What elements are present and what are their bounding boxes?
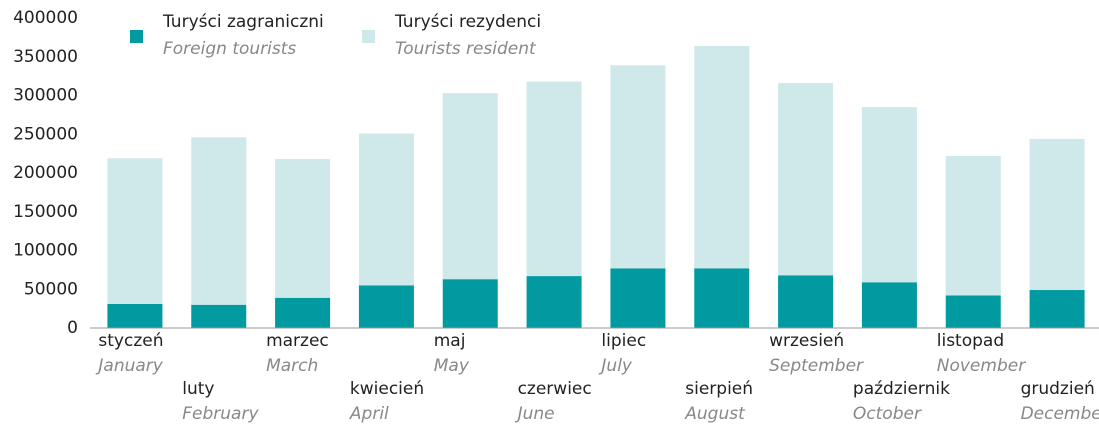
bar-segment: [1029, 138, 1085, 291]
y-tick-label: 250000: [13, 124, 78, 144]
bar-segment: [945, 295, 1001, 328]
bar-segment: [610, 268, 666, 328]
x-tick-label-en: August: [684, 404, 746, 424]
x-tick-label: marzec: [266, 331, 329, 351]
x-tick-label-en: November: [937, 356, 1026, 376]
y-tick-label: 100000: [13, 241, 78, 261]
y-tick-label: 400000: [13, 8, 78, 28]
bar-segment: [526, 276, 582, 328]
x-tick-label-en: January: [95, 356, 163, 376]
bar-segment: [191, 304, 247, 328]
bar-segment: [107, 303, 163, 328]
y-tick-label: 300000: [13, 86, 78, 106]
x-tick-label-en: March: [266, 356, 318, 376]
y-tick-label: 50000: [24, 279, 78, 299]
bar-segment: [861, 282, 917, 328]
x-tick-label: wrzesień: [769, 331, 844, 351]
x-tick-label-en: June: [515, 404, 555, 424]
x-tick-label: czerwiec: [518, 379, 592, 399]
x-tick-label: maj: [434, 331, 466, 351]
bar-segment: [778, 83, 834, 276]
x-tick-label: styczeń: [98, 331, 163, 351]
x-tick-label-en: September: [769, 356, 864, 376]
bar-segment: [945, 155, 1001, 296]
x-tick-label: sierpień: [685, 379, 753, 399]
x-tick-label-en: April: [349, 404, 389, 424]
bar-segment: [275, 297, 331, 328]
x-tick-label: grudzień: [1021, 379, 1095, 399]
bar-segment: [442, 93, 498, 280]
bar-segment: [275, 159, 331, 298]
y-tick-label: 150000: [13, 202, 78, 222]
bar-segment: [861, 107, 917, 283]
bar-segment: [526, 81, 582, 277]
x-tick-label: październik: [853, 379, 950, 399]
bar-segment: [1029, 290, 1085, 328]
bar-segment: [442, 279, 498, 328]
bar-segment: [358, 285, 414, 328]
x-tick-label-en: May: [434, 356, 470, 376]
y-tick-label: 350000: [13, 47, 78, 67]
legend-label-en: Foreign tourists: [163, 39, 296, 59]
x-tick-label: lipiec: [601, 331, 646, 351]
bar-segment: [694, 45, 750, 269]
bar-segment: [778, 275, 834, 328]
x-tick-label: listopad: [937, 331, 1004, 351]
bar-segment: [191, 137, 247, 305]
legend-label-en: Tourists resident: [395, 39, 537, 59]
x-tick-label-en: July: [598, 356, 633, 376]
x-tick-label: kwiecień: [350, 379, 424, 399]
bar-segment: [694, 268, 750, 328]
legend-swatch: [362, 30, 375, 43]
legend-label: Turyści zagraniczni: [162, 12, 324, 32]
legend-swatch: [130, 30, 143, 43]
bar-segment: [610, 65, 666, 269]
bar-segment: [358, 133, 414, 286]
x-tick-label-en: October: [853, 404, 922, 424]
x-tick-label-en: February: [182, 404, 259, 424]
y-tick-label: 0: [67, 318, 78, 338]
x-tick-label-en: December: [1021, 404, 1099, 424]
y-tick-label: 200000: [13, 163, 78, 183]
legend-label: Turyści rezydenci: [394, 12, 541, 32]
x-tick-label: luty: [182, 379, 214, 399]
bar-segment: [107, 158, 163, 304]
